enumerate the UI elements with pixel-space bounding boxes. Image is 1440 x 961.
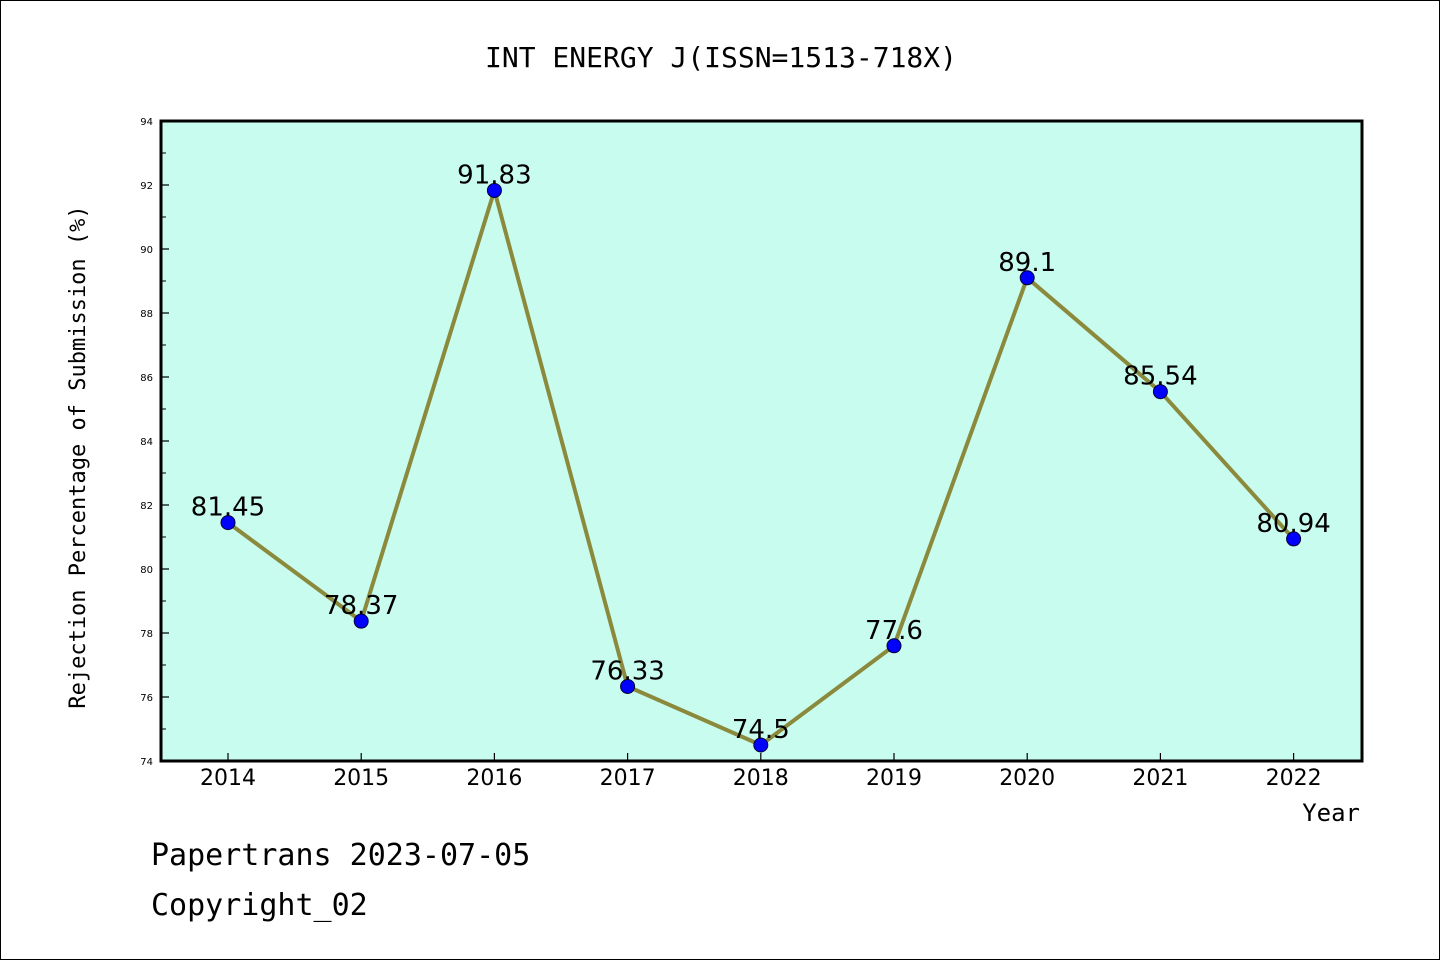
x-tick-label: 2022 xyxy=(1266,766,1322,791)
x-tick-label: 2018 xyxy=(733,766,789,791)
footer-date-text: Papertrans 2023-07-05 xyxy=(151,838,530,873)
data-label: 85.54 xyxy=(1123,362,1197,392)
data-point-marker xyxy=(220,515,236,531)
x-axis-ticks: 2014 2015 2016 2017 2018 2019 2020 2021 2022 xyxy=(200,753,1322,791)
data-point-marker xyxy=(353,613,369,629)
series-group xyxy=(220,182,1302,753)
data-label: 76.33 xyxy=(590,656,664,686)
data-label: 80.94 xyxy=(1256,509,1330,539)
y-tick-label: 78 xyxy=(140,629,153,640)
data-point-marker xyxy=(1286,531,1302,547)
x-tick-label: 2021 xyxy=(1132,766,1188,791)
x-axis-label: Year xyxy=(1302,799,1360,827)
x-tick-label: 2017 xyxy=(600,766,656,791)
data-point-marker xyxy=(753,737,769,753)
chart-title: INT ENERGY J(ISSN=1513-718X) xyxy=(485,41,957,74)
data-label: 91.83 xyxy=(457,160,531,190)
y-tick-label: 82 xyxy=(140,501,153,512)
data-label: 89.1 xyxy=(998,248,1056,278)
data-point-marker xyxy=(620,678,636,694)
data-labels-group: 81.45 78.37 91.83 76.33 74.5 77.6 89.1 85.54 80.… xyxy=(191,160,1331,745)
y-tick-label: 74 xyxy=(140,757,153,768)
data-label: 78.37 xyxy=(324,591,398,621)
data-point-marker xyxy=(1019,270,1035,286)
x-tick-label: 2014 xyxy=(200,766,256,791)
y-tick-label: 92 xyxy=(140,181,153,192)
data-point-marker xyxy=(886,638,902,654)
data-label: 77.6 xyxy=(865,616,923,646)
data-point-marker xyxy=(486,182,502,198)
data-point-marker xyxy=(1152,384,1168,400)
y-tick-label: 80 xyxy=(140,565,153,576)
x-tick-label: 2015 xyxy=(333,766,389,791)
y-axis-label: Rejection Percentage of Submission (%) xyxy=(66,205,91,708)
y-tick-label: 86 xyxy=(140,373,153,384)
y-tick-label: 84 xyxy=(140,437,153,448)
footer-copyright-text: Copyright_02 xyxy=(151,888,368,923)
data-label: 74.5 xyxy=(732,715,790,745)
y-tick-label: 94 xyxy=(140,117,153,128)
x-tick-label: 2020 xyxy=(999,766,1055,791)
y-tick-label: 76 xyxy=(140,693,153,704)
x-tick-label: 2016 xyxy=(466,766,522,791)
plot-area xyxy=(159,119,1364,763)
x-tick-label: 2019 xyxy=(866,766,922,791)
y-tick-label: 90 xyxy=(140,245,153,256)
y-tick-label: 88 xyxy=(140,309,153,320)
data-label: 81.45 xyxy=(191,493,265,523)
y-axis-ticks: 74 76 78 80 82 84 86 88 90 92 94 xyxy=(140,117,169,768)
